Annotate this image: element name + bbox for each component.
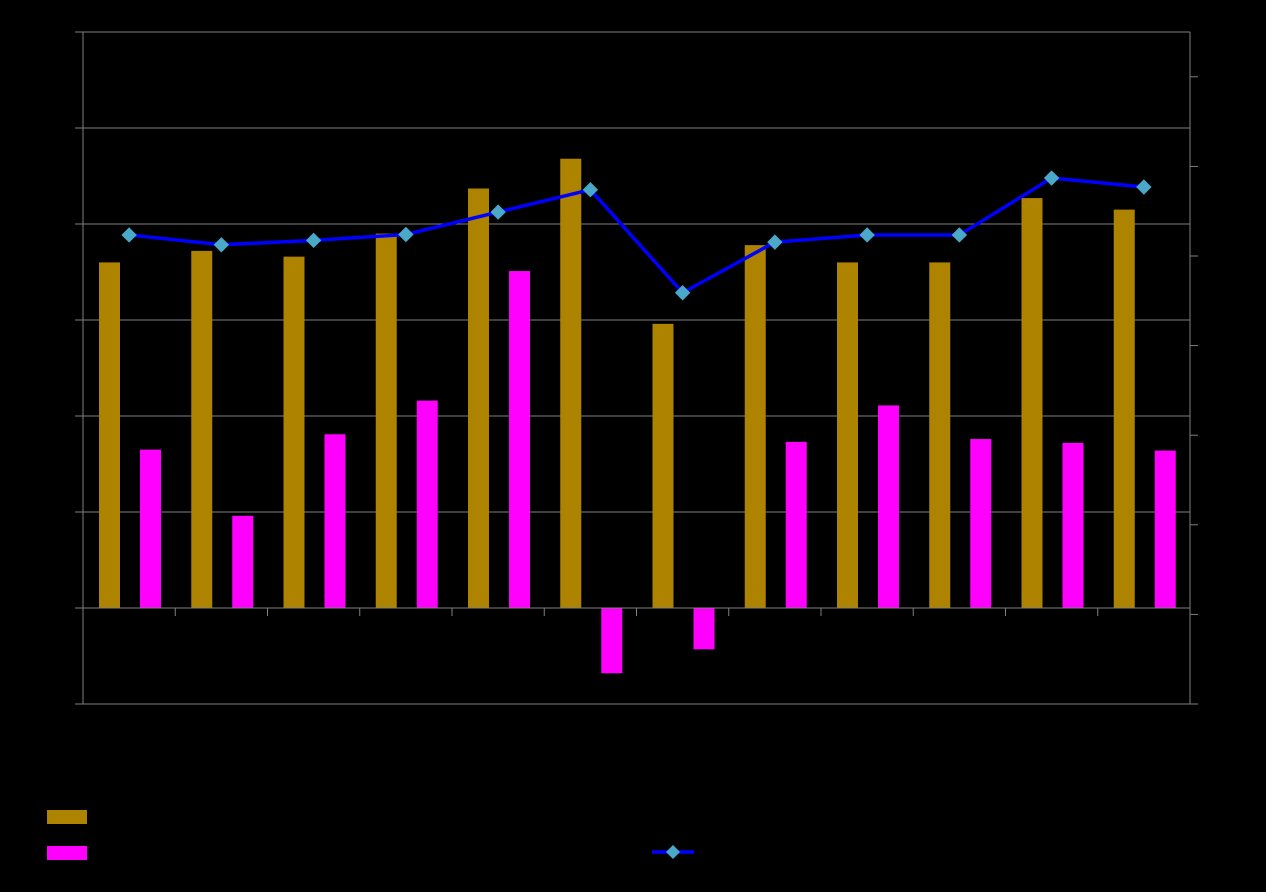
bar-series-1 xyxy=(283,256,305,608)
bar-series-1 xyxy=(191,250,213,608)
bars xyxy=(99,158,1176,674)
bar-series-2 xyxy=(601,608,623,674)
bar-series-2 xyxy=(878,405,899,608)
legend-swatch-series-2 xyxy=(47,846,87,860)
bar-series-1 xyxy=(744,245,766,608)
line-point xyxy=(582,181,599,198)
bar-series-2 xyxy=(970,439,992,608)
line-point xyxy=(859,227,875,243)
bar-series-2 xyxy=(785,441,807,608)
bar-series-2 xyxy=(140,449,161,608)
legend-swatch-series-1 xyxy=(47,810,87,824)
bar-series-2 xyxy=(1154,450,1176,608)
legend xyxy=(47,810,694,860)
bar-series-2 xyxy=(232,515,254,608)
legend-marker-series-3 xyxy=(666,845,680,859)
line-series-path xyxy=(128,176,1145,295)
bar-series-1 xyxy=(560,158,582,608)
bar-series-1 xyxy=(375,233,397,608)
bar-series-1 xyxy=(837,262,858,608)
line-point xyxy=(213,237,230,253)
bar-series-1 xyxy=(929,262,951,608)
bar-series-1 xyxy=(468,188,489,609)
bar-series-1 xyxy=(99,262,120,608)
line-point xyxy=(767,234,783,250)
bar-series-1 xyxy=(652,323,674,608)
line-point xyxy=(490,204,506,220)
line-point xyxy=(121,227,137,243)
line-point xyxy=(398,226,414,243)
axes xyxy=(75,31,1198,705)
bar-series-2 xyxy=(1062,442,1084,608)
bar-series-2 xyxy=(693,608,715,650)
line-point xyxy=(951,227,968,243)
line-point xyxy=(305,232,322,249)
bar-series-2 xyxy=(324,434,346,608)
line-series xyxy=(121,170,1152,301)
bar-series-2 xyxy=(509,271,530,608)
line-point xyxy=(1043,170,1060,186)
bar-series-1 xyxy=(1021,198,1043,608)
line-point xyxy=(1136,179,1152,195)
bar-series-1 xyxy=(1113,209,1135,608)
bar-series-2 xyxy=(416,400,438,608)
line-point xyxy=(674,285,691,301)
